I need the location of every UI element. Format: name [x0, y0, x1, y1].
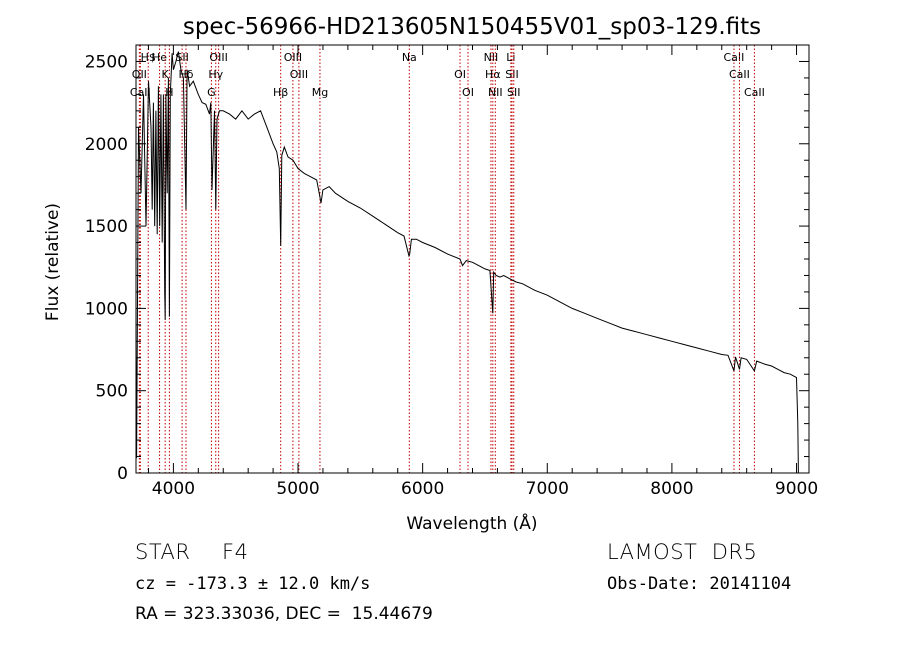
object-subclass: F4	[222, 540, 249, 564]
line-label: NII	[488, 86, 503, 99]
line-label: OIII	[284, 51, 302, 64]
line-label: CaII	[724, 51, 745, 64]
x-tick-label: 7000	[526, 479, 569, 499]
line-label: Mg	[312, 86, 328, 99]
line-label: OIII	[290, 68, 308, 81]
line-label: NII	[484, 51, 499, 64]
x-tick-label: 9000	[775, 479, 818, 499]
line-label: SII	[507, 86, 520, 99]
x-tick-label: 8000	[650, 479, 693, 499]
line-label: Hδ	[178, 68, 193, 81]
coordinates: RA = 323.33036, DEC = 15.44679	[135, 604, 433, 624]
x-tick-label: 6000	[401, 479, 444, 499]
line-label: Hα	[485, 68, 501, 81]
line-label: CaII	[130, 86, 151, 99]
x-axis-label: Wavelength (Å)	[406, 512, 537, 534]
line-label: Hβ	[273, 86, 288, 99]
observation-date: Obs-Date: 20141104	[607, 574, 792, 594]
line-label: H$	[141, 51, 156, 64]
line-label: OIII	[209, 51, 227, 64]
y-axis-label: Flux (relative)	[43, 203, 63, 321]
line-label: OII	[132, 68, 147, 81]
chart-title: spec-56966-HD213605N150455V01_sp03-129.f…	[183, 14, 761, 40]
line-label: SII	[505, 68, 518, 81]
object-class: STAR	[135, 540, 191, 564]
spectrum-series	[135, 51, 801, 474]
line-label: Li	[506, 51, 515, 64]
y-tick-label: 1500	[85, 217, 128, 237]
line-label: Hγ	[208, 68, 223, 81]
line-label: OI	[462, 86, 474, 99]
line-label: K	[162, 68, 170, 81]
line-label: Na	[402, 51, 417, 64]
y-tick-label: 1000	[85, 299, 128, 319]
y-tick-label: 0	[117, 464, 128, 484]
y-axis: 0 500 1000 1500 2000 2500	[85, 52, 809, 484]
x-axis: 4000 5000 6000 7000 8000 9000	[147, 45, 818, 499]
y-tick-label: 2000	[85, 135, 128, 155]
line-label: OI	[454, 68, 466, 81]
x-tick-label: 4000	[152, 479, 195, 499]
x-tick-label: 5000	[276, 479, 319, 499]
survey-name: LAMOST DR5	[607, 540, 758, 564]
spectrum-line	[135, 51, 801, 474]
y-tick-label: 2500	[85, 52, 128, 72]
spectral-line-markers: H$OIICaIIHeKHSIIHδGOIIIHγHβOIIIOIIIMgNaO…	[130, 45, 765, 473]
line-label: H	[165, 86, 173, 99]
plot-frame	[135, 44, 810, 474]
line-label: He	[152, 51, 167, 64]
redshift-cz: cz = -173.3 ± 12.0 km/s	[135, 574, 371, 594]
line-label: CaII	[729, 68, 750, 81]
line-label: CaII	[744, 86, 765, 99]
y-tick-label: 500	[96, 382, 128, 402]
line-label: G	[207, 86, 216, 99]
